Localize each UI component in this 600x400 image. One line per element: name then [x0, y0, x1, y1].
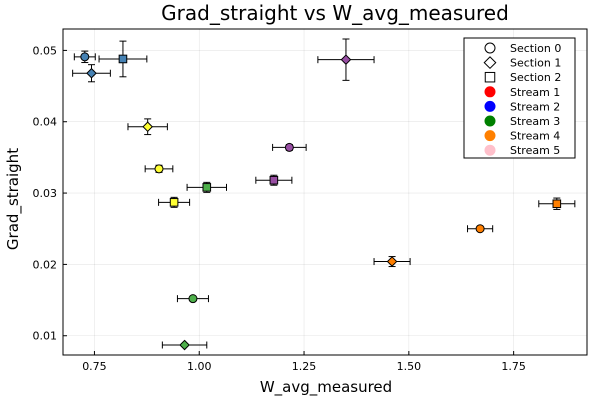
- legend-item: Stream 4: [484, 130, 560, 143]
- point-marker: [86, 67, 97, 79]
- x-axis-ticks: 0.75 1.00 1.25 1.50 1.75: [82, 351, 526, 373]
- legend-label: Stream 4: [510, 130, 560, 143]
- data-point: [98, 40, 148, 78]
- point-marker: [142, 121, 153, 133]
- data-point: [127, 118, 168, 136]
- legend-color-marker: [484, 86, 496, 98]
- y-tick-label: 0.05: [33, 44, 58, 57]
- point-marker: [340, 54, 352, 65]
- y-tick-label: 0.01: [33, 330, 58, 343]
- chart-title: Grad_straight vs W_avg_measured: [161, 1, 509, 25]
- legend-label: Stream 3: [510, 115, 560, 128]
- y-tick-label: 0.03: [33, 187, 58, 200]
- point-marker: [475, 224, 485, 234]
- point-marker: [188, 294, 198, 304]
- point-marker: [386, 256, 398, 267]
- data-point: [186, 181, 227, 193]
- legend-color-marker: [484, 144, 496, 156]
- point-marker: [269, 175, 279, 185]
- data-points: [72, 38, 576, 351]
- plot-frame: [62, 28, 588, 356]
- legend-item: Stream 2: [484, 100, 560, 113]
- data-point: [158, 196, 191, 208]
- legend-marker: [483, 56, 497, 70]
- legend-marker: [484, 71, 496, 83]
- data-point: [144, 164, 174, 174]
- y-axis-ticks: 0.01 0.02 0.03 0.04 0.05: [33, 44, 67, 343]
- data-point: [272, 142, 307, 152]
- point-marker: [169, 198, 179, 207]
- legend-box: [463, 37, 576, 159]
- x-tick-label: 1.00: [187, 360, 212, 373]
- y-axis-label: Grad_straight: [4, 148, 23, 250]
- point-marker: [552, 199, 562, 209]
- legend-item: Stream 5: [484, 144, 560, 157]
- x-axis-label: W_avg_measured: [260, 378, 392, 397]
- legend-label: Stream 2: [510, 100, 560, 113]
- x-tick-label: 1.75: [501, 360, 526, 373]
- legend-label: Section 1: [510, 57, 561, 70]
- data-point: [373, 256, 411, 268]
- point-marker: [284, 142, 294, 152]
- point-marker: [80, 52, 90, 62]
- legend-color-marker: [484, 130, 496, 142]
- point-marker: [154, 164, 164, 174]
- legend-label: Section 2: [510, 71, 561, 84]
- legend-marker: [484, 42, 496, 54]
- data-point: [317, 38, 375, 81]
- data-point: [72, 64, 111, 83]
- point-marker: [118, 54, 128, 64]
- legend-item: Section 0: [484, 42, 561, 55]
- x-tick-label: 1.50: [397, 360, 422, 373]
- legend-color-marker: [484, 100, 496, 112]
- data-point: [73, 50, 96, 64]
- y-tick-label: 0.04: [33, 116, 58, 129]
- data-point: [467, 224, 494, 234]
- data-point: [176, 294, 209, 304]
- legend-color-marker: [484, 115, 496, 127]
- legend-label: Stream 5: [510, 144, 560, 157]
- legend-label: Stream 1: [510, 86, 560, 99]
- y-tick-label: 0.02: [33, 258, 58, 271]
- data-point: [161, 339, 208, 351]
- legend-label: Section 0: [510, 42, 561, 55]
- legend-item: Stream 1: [484, 86, 560, 99]
- data-point: [538, 197, 576, 210]
- x-tick-label: 0.75: [82, 360, 107, 373]
- point-marker: [202, 183, 212, 192]
- legend-item: Section 1: [483, 56, 561, 70]
- x-tick-label: 1.25: [292, 360, 317, 373]
- legend-item: Section 2: [484, 71, 561, 84]
- legend-item: Stream 3: [484, 115, 560, 128]
- data-point: [255, 174, 293, 186]
- point-marker: [179, 339, 190, 351]
